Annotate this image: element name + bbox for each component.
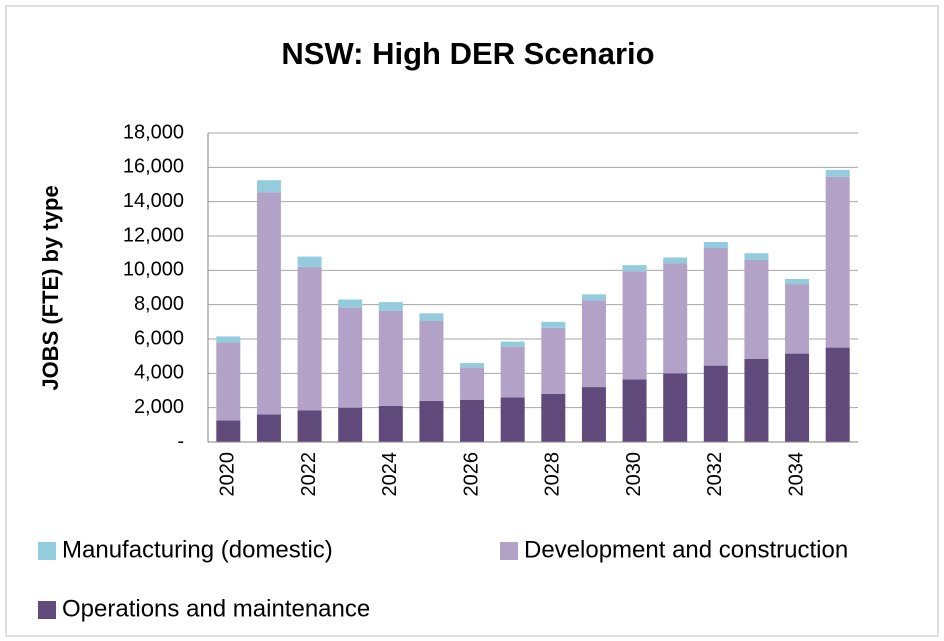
bar-segment	[256, 180, 281, 193]
bar-segment	[256, 192, 281, 415]
bar-segment	[703, 248, 728, 366]
bar-segment	[378, 310, 403, 406]
x-tick-label: 2032	[704, 452, 726, 497]
y-tick-label: 10,000	[123, 259, 184, 281]
bar-segment	[297, 266, 322, 411]
bar-segment	[460, 367, 485, 400]
bar-segment	[378, 405, 403, 442]
bar-segment	[581, 387, 606, 442]
bar-segment	[825, 347, 850, 442]
bar-segment	[500, 346, 525, 398]
bar-segment	[216, 420, 241, 442]
legend-label: Operations and maintenance	[62, 595, 370, 622]
chart-frame	[5, 5, 939, 637]
legend-swatch	[38, 542, 56, 560]
bar-segment	[785, 353, 810, 442]
bar-segment	[419, 400, 444, 442]
bar-segment	[338, 407, 363, 442]
y-tick-label: 2,000	[134, 396, 184, 418]
x-tick-label: 2024	[379, 452, 401, 497]
bar-segment	[216, 342, 241, 421]
bar-segment	[744, 253, 769, 261]
x-tick-label: 2026	[460, 452, 482, 497]
bar-segment	[622, 271, 647, 380]
bar-segment	[703, 365, 728, 442]
legend-swatch	[500, 542, 518, 560]
bar-segment	[297, 256, 322, 267]
x-tick-label: 2030	[623, 452, 645, 497]
y-tick-label: 4,000	[134, 362, 184, 384]
bar-segment	[297, 410, 322, 442]
x-tick-label: 2022	[298, 452, 320, 497]
bar-segment	[460, 399, 485, 442]
bar-segment	[581, 294, 606, 301]
bar-segment	[338, 307, 363, 408]
bar-segment	[663, 263, 688, 374]
bar-segment	[419, 320, 444, 401]
y-tick-label: 8,000	[134, 293, 184, 315]
bar-segment	[378, 302, 403, 311]
bar-segment	[581, 300, 606, 388]
y-axis-label: JOBS (FTE) by type	[38, 185, 63, 390]
bar-segment	[622, 265, 647, 272]
bar-segment	[785, 278, 810, 285]
bar-segment	[785, 284, 810, 354]
legend-label: Manufacturing (domestic)	[62, 536, 333, 563]
bar-segment	[703, 242, 728, 249]
bar-segment	[338, 299, 363, 308]
bar-segment	[256, 414, 281, 442]
y-tick-label: 12,000	[123, 224, 184, 246]
bar-segment	[744, 358, 769, 442]
bar-segment	[663, 257, 688, 264]
bar-segment	[541, 393, 566, 442]
bar-segment	[541, 321, 566, 328]
y-tick-label: -	[177, 430, 184, 452]
bar-segment	[744, 260, 769, 359]
bar-segment	[541, 327, 566, 394]
x-tick-label: 2020	[217, 452, 239, 497]
y-tick-label: 18,000	[123, 121, 184, 143]
legend-swatch	[38, 601, 56, 619]
bar-segment	[419, 313, 444, 321]
bar-segment	[460, 363, 485, 368]
bar-segment	[500, 341, 525, 347]
y-tick-label: 16,000	[123, 156, 184, 178]
y-tick-label: 6,000	[134, 327, 184, 349]
chart-title: NSW: High DER Scenario	[281, 36, 654, 71]
bar-segment	[216, 336, 241, 343]
bar-segment	[663, 373, 688, 442]
bar-segment	[500, 397, 525, 442]
y-tick-label: 14,000	[123, 190, 184, 212]
bar-segment	[825, 176, 850, 348]
bar-segment	[825, 169, 850, 177]
x-tick-label: 2028	[542, 452, 564, 497]
bar-segment	[622, 379, 647, 442]
legend-label: Development and construction	[524, 536, 848, 563]
x-tick-label: 2034	[785, 452, 807, 497]
